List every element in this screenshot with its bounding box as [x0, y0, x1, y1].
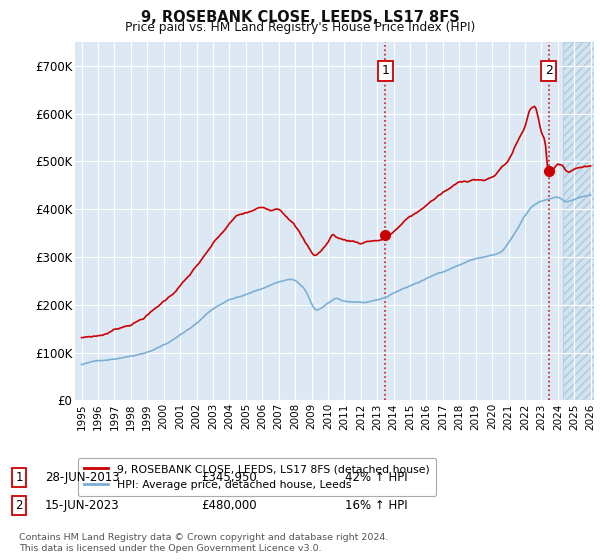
- Legend: 9, ROSEBANK CLOSE, LEEDS, LS17 8FS (detached house), HPI: Average price, detache: 9, ROSEBANK CLOSE, LEEDS, LS17 8FS (deta…: [78, 458, 436, 496]
- Bar: [563, 42, 600, 400]
- Text: 1: 1: [382, 64, 389, 77]
- Bar: [563, 42, 600, 400]
- Text: 2: 2: [545, 64, 553, 77]
- Text: £480,000: £480,000: [201, 498, 257, 512]
- Text: 1: 1: [16, 470, 23, 484]
- Text: £345,950: £345,950: [201, 470, 257, 484]
- Bar: [385, 42, 600, 400]
- Text: 16% ↑ HPI: 16% ↑ HPI: [345, 498, 407, 512]
- Text: 28-JUN-2013: 28-JUN-2013: [45, 470, 119, 484]
- Text: 42% ↑ HPI: 42% ↑ HPI: [345, 470, 407, 484]
- Text: 15-JUN-2023: 15-JUN-2023: [45, 498, 119, 512]
- Text: Contains HM Land Registry data © Crown copyright and database right 2024.
This d: Contains HM Land Registry data © Crown c…: [19, 533, 389, 553]
- Text: 9, ROSEBANK CLOSE, LEEDS, LS17 8FS: 9, ROSEBANK CLOSE, LEEDS, LS17 8FS: [140, 10, 460, 25]
- Text: Price paid vs. HM Land Registry's House Price Index (HPI): Price paid vs. HM Land Registry's House …: [125, 21, 475, 34]
- Text: 2: 2: [16, 498, 23, 512]
